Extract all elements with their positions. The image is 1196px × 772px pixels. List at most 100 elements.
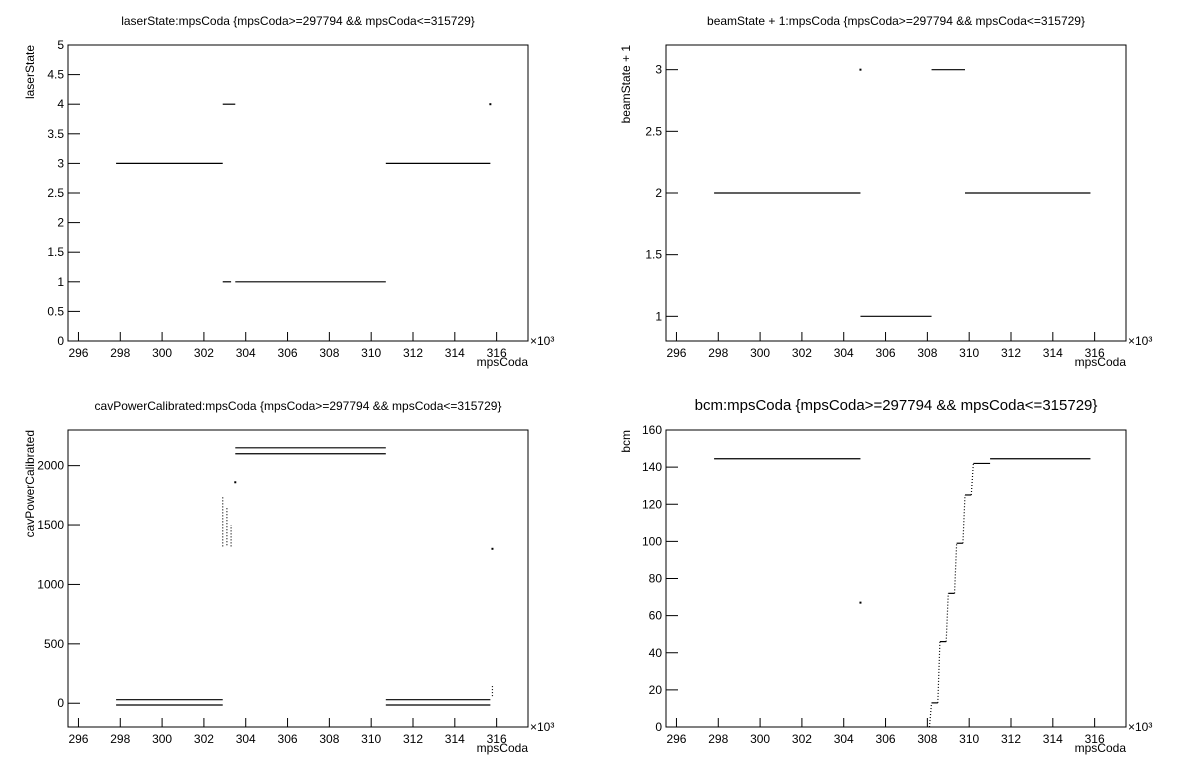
y-axis-title: laserState [23, 45, 37, 99]
y-tick-label: 0 [655, 720, 662, 734]
segment [945, 593, 949, 642]
y-tick-label: 1500 [37, 518, 64, 532]
y-tick-label: 5 [57, 38, 64, 52]
y-tick-label: 0.5 [47, 304, 64, 318]
y-tick-label: 0 [57, 334, 64, 348]
plot-frame [67, 429, 529, 728]
x-tick-label: 304 [236, 346, 256, 360]
x-tick-label: 298 [708, 346, 728, 360]
segment [962, 494, 966, 544]
segment [970, 463, 974, 496]
y-tick-label: 2 [655, 186, 662, 200]
y-tick-label: 2 [57, 216, 64, 230]
x-tick-label: 312 [403, 346, 423, 360]
x-tick-label: 302 [792, 732, 812, 746]
y-tick-label: 80 [649, 572, 663, 586]
x-tick-label: 310 [361, 346, 381, 360]
x-tick-label: 300 [750, 732, 770, 746]
x-tick-label: 314 [1043, 732, 1063, 746]
x-tick-label: 308 [917, 346, 937, 360]
segment [928, 702, 933, 728]
segment [953, 543, 958, 594]
y-tick-label: 0 [57, 696, 64, 710]
x-tick-label: 298 [110, 346, 130, 360]
x-tick-label: 298 [708, 732, 728, 746]
plot-frame [67, 44, 529, 342]
x-tick-label: 302 [194, 346, 214, 360]
x-axis-title: mpsCoda [1075, 741, 1127, 755]
x-tick-label: 308 [917, 732, 937, 746]
y-tick-label: 3 [655, 63, 662, 77]
segment [937, 641, 941, 703]
x-tick-label: 312 [1001, 346, 1021, 360]
x-multiplier: ×10³ [1128, 334, 1152, 348]
y-tick-label: 20 [649, 683, 663, 697]
x-tick-label: 306 [876, 346, 896, 360]
chart-title: laserState:mpsCoda {mpsCoda>=297794 && m… [121, 14, 475, 28]
y-tick-label: 1 [655, 309, 662, 323]
x-tick-label: 296 [666, 732, 686, 746]
y-axis-title: beamState + 1 [619, 45, 633, 124]
x-axis-title: mpsCoda [477, 741, 529, 755]
x-multiplier: ×10³ [530, 720, 554, 734]
x-tick-label: 306 [876, 732, 896, 746]
y-tick-label: 4 [57, 97, 64, 111]
x-tick-label: 316 [487, 732, 507, 746]
x-tick-label: 316 [487, 346, 507, 360]
point [491, 547, 494, 550]
chart-title: cavPowerCalibrated:mpsCoda {mpsCoda>=297… [95, 399, 502, 413]
chart-title: bcm:mpsCoda {mpsCoda>=297794 && mpsCoda<… [695, 397, 1098, 414]
x-tick-label: 310 [959, 346, 979, 360]
x-tick-label: 304 [834, 732, 854, 746]
y-tick-label: 3.5 [47, 127, 64, 141]
x-tick-label: 308 [319, 732, 339, 746]
y-tick-label: 1.5 [645, 248, 662, 262]
x-tick-label: 296 [68, 732, 88, 746]
x-axis-title: mpsCoda [477, 355, 529, 369]
x-tick-label: 316 [1085, 732, 1105, 746]
y-axis-title: cavPowerCalibrated [23, 430, 37, 537]
y-tick-label: 100 [642, 534, 662, 548]
x-tick-label: 312 [1001, 732, 1021, 746]
point [859, 601, 862, 604]
x-tick-label: 302 [194, 732, 214, 746]
y-tick-label: 2.5 [47, 186, 64, 200]
y-axis-title: bcm [619, 430, 633, 453]
x-tick-label: 308 [319, 346, 339, 360]
x-tick-label: 302 [792, 346, 812, 360]
x-tick-label: 298 [110, 732, 130, 746]
x-multiplier: ×10³ [530, 334, 554, 348]
x-tick-label: 304 [236, 732, 256, 746]
point [859, 68, 862, 71]
plot-frame [665, 429, 1127, 728]
y-tick-label: 40 [649, 646, 663, 660]
x-tick-label: 306 [278, 732, 298, 746]
point [489, 103, 492, 106]
x-tick-label: 300 [750, 346, 770, 360]
x-tick-label: 314 [445, 346, 465, 360]
x-tick-label: 316 [1085, 346, 1105, 360]
y-tick-label: 500 [44, 637, 64, 651]
x-tick-label: 314 [1043, 346, 1063, 360]
x-tick-label: 310 [959, 732, 979, 746]
y-tick-label: 160 [642, 423, 662, 437]
y-tick-label: 2.5 [645, 124, 662, 138]
x-tick-label: 314 [445, 732, 465, 746]
y-tick-label: 2000 [37, 459, 64, 473]
x-axis-title: mpsCoda [1075, 355, 1127, 369]
x-tick-label: 306 [278, 346, 298, 360]
x-tick-label: 300 [152, 732, 172, 746]
y-tick-label: 120 [642, 497, 662, 511]
x-tick-label: 296 [666, 346, 686, 360]
chart-title: beamState + 1:mpsCoda {mpsCoda>=297794 &… [707, 14, 1085, 28]
y-tick-label: 1 [57, 275, 64, 289]
y-tick-label: 60 [649, 609, 663, 623]
x-tick-label: 304 [834, 346, 854, 360]
y-tick-label: 4.5 [47, 68, 64, 82]
y-tick-label: 1.5 [47, 245, 64, 259]
x-multiplier: ×10³ [1128, 720, 1152, 734]
x-tick-label: 300 [152, 346, 172, 360]
point [234, 481, 237, 484]
x-tick-label: 312 [403, 732, 423, 746]
